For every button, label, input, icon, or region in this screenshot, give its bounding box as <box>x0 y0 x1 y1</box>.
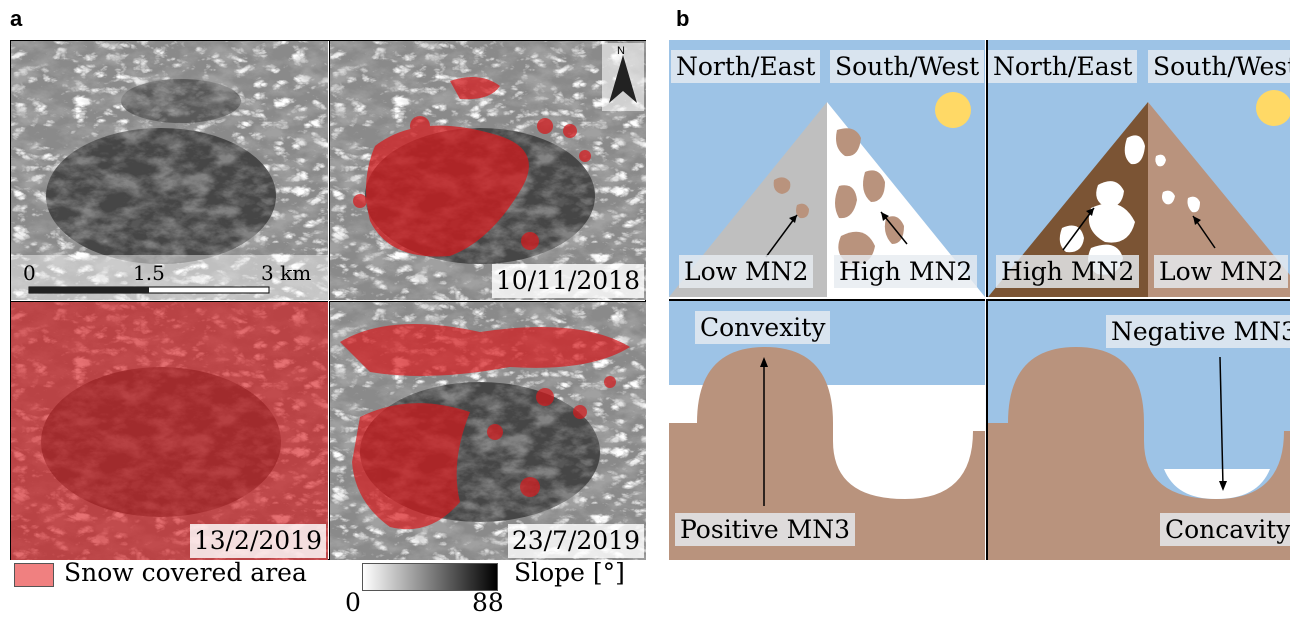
slope-min-label: 0 <box>345 588 361 617</box>
snow-legend-label: Snow covered area <box>64 558 307 587</box>
diagram-concavity: Negative MN3 Concavity <box>986 299 1290 560</box>
north-arrow-icon <box>609 55 637 103</box>
slope-legend-label: Slope [°] <box>514 558 625 587</box>
heading-north-east-1: North/East <box>671 50 821 83</box>
label-convexity: Convexity <box>695 311 831 344</box>
heading-south-west-2: South/West <box>1148 50 1290 83</box>
slope-colorbar <box>362 563 498 591</box>
map-date-2: 13/2/2019 <box>11 301 328 560</box>
sun-icon <box>935 92 971 128</box>
map-date-3: 23/7/2019 <box>329 301 646 560</box>
date-label-1: 10/11/2018 <box>491 264 644 298</box>
diagram-convexity: Convexity Positive MN3 <box>669 299 985 560</box>
label-positive-mn3: Positive MN3 <box>675 513 855 546</box>
scale-tick-end: 3 km <box>261 261 312 285</box>
diagram-mn2-high-low: North/East South/West High MN2 Low MN2 <box>986 40 1290 297</box>
label-low-mn2-2: Low MN2 <box>1154 255 1289 288</box>
label-high-mn2-1: High MN2 <box>834 255 978 288</box>
label-high-mn2-2: High MN2 <box>996 255 1140 288</box>
slope-max-label: 88 <box>472 588 504 617</box>
map-grid: 0 1.5 3 km N 10/11/2018 <box>10 40 646 560</box>
heading-south-west-1: South/West <box>830 50 985 83</box>
scale-tick-mid: 1.5 <box>133 261 165 285</box>
panel-b-letter: b <box>676 6 690 31</box>
panel-a-letter: a <box>10 6 23 31</box>
date-label-2: 13/2/2019 <box>189 524 326 558</box>
heading-north-east-2: North/East <box>988 50 1138 83</box>
north-arrow-label: N <box>617 45 625 57</box>
scale-tick-0: 0 <box>23 261 36 285</box>
label-low-mn2-1: Low MN2 <box>679 255 814 288</box>
date-label-3: 23/7/2019 <box>507 524 644 558</box>
label-concavity: Concavity <box>1160 513 1290 546</box>
label-negative-mn3: Negative MN3 <box>1106 315 1290 348</box>
snow-legend-swatch <box>14 563 54 587</box>
diagram-grid: North/East South/West Low MN2 High MN2 <box>669 40 1290 560</box>
map-slope-base: 0 1.5 3 km <box>11 41 328 300</box>
map-date-1: N 10/11/2018 <box>329 41 646 300</box>
diagram-mn2-low-high: North/East South/West Low MN2 High MN2 <box>669 40 985 297</box>
